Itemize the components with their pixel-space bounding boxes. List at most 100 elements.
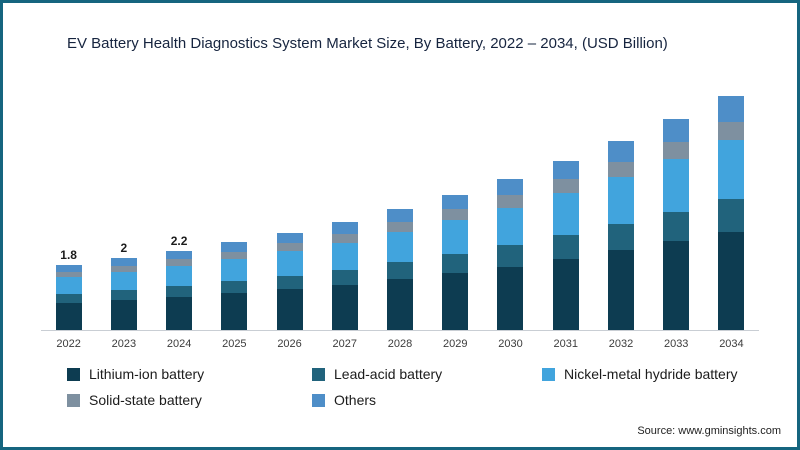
legend-item-nickel-metal-hydride-battery: Nickel-metal hydride battery xyxy=(542,366,777,382)
bar-segment-lead-acid-battery xyxy=(663,211,690,242)
bar-stack xyxy=(221,241,248,330)
bar-segment-nickel-metal-hydride-battery xyxy=(552,192,579,236)
bar-segment-nickel-metal-hydride-battery xyxy=(663,159,690,212)
bar-total-label: 2.2 xyxy=(170,233,188,248)
bar-segment-solid-state-battery xyxy=(166,259,193,266)
bar-segment-solid-state-battery xyxy=(110,265,137,272)
legend-item-solid-state-battery: Solid-state battery xyxy=(67,392,312,408)
bar-segment-lead-acid-battery xyxy=(166,285,193,297)
x-axis-label: 2027 xyxy=(332,338,358,350)
bar-column xyxy=(483,78,538,330)
bar-segment-lithium-ion-battery xyxy=(718,231,745,330)
bar-stack xyxy=(552,160,579,330)
bar-segment-others xyxy=(552,160,579,180)
bar-stack xyxy=(497,178,524,330)
bar-segment-nickel-metal-hydride-battery xyxy=(387,232,414,263)
bar-segment-lithium-ion-battery xyxy=(663,241,690,330)
bar-segment-lead-acid-battery xyxy=(497,245,524,267)
bar-segment-solid-state-battery xyxy=(221,251,248,259)
bar-column: 2.2 xyxy=(151,78,206,330)
bar-segment-lithium-ion-battery xyxy=(331,284,358,330)
bar-segment-solid-state-battery xyxy=(497,195,524,208)
x-axis-label: 2031 xyxy=(553,338,578,350)
x-axis-label: 2023 xyxy=(111,338,137,350)
x-axis-label: 2022 xyxy=(56,338,81,350)
x-axis-label: 2033 xyxy=(663,338,689,350)
legend-label: Nickel-metal hydride battery xyxy=(564,366,738,382)
bar-segment-lithium-ion-battery xyxy=(276,289,303,330)
x-axis-label: 2029 xyxy=(443,338,468,350)
bar-segment-lithium-ion-battery xyxy=(221,292,248,330)
legend-swatch xyxy=(542,367,555,381)
bar-column: 2 xyxy=(96,78,151,330)
bar-segment-lead-acid-battery xyxy=(276,275,303,290)
legend-swatch xyxy=(312,367,325,381)
bar-segment-nickel-metal-hydride-battery xyxy=(442,220,469,255)
legend-swatch xyxy=(312,393,325,407)
bar-segment-lithium-ion-battery xyxy=(55,302,82,330)
legend-label: Solid-state battery xyxy=(89,392,202,408)
bar-column xyxy=(538,78,593,330)
bar-stack xyxy=(166,250,193,330)
x-axis-label: 2028 xyxy=(387,338,413,350)
bar-segment-nickel-metal-hydride-battery xyxy=(221,258,248,281)
bar-segment-lead-acid-battery xyxy=(110,289,137,300)
bar-segment-lead-acid-battery xyxy=(442,254,469,274)
bar-total-label: 1.8 xyxy=(60,248,77,263)
legend-item-lead-acid-battery: Lead-acid battery xyxy=(312,366,542,382)
bar-stack xyxy=(55,265,82,330)
bar-segment-nickel-metal-hydride-battery xyxy=(166,265,193,286)
bar-segment-lead-acid-battery xyxy=(718,198,745,232)
bar-stack xyxy=(663,119,690,330)
bar-stack xyxy=(718,95,745,330)
bar-segment-nickel-metal-hydride-battery xyxy=(607,176,634,224)
bar-segment-lithium-ion-battery xyxy=(166,296,193,330)
bar-segment-nickel-metal-hydride-battery xyxy=(331,242,358,270)
bar-segment-nickel-metal-hydride-battery xyxy=(110,271,137,290)
bar-column: 1.8 xyxy=(41,78,96,330)
x-axis-label: 2026 xyxy=(277,338,302,350)
bar-segment-lead-acid-battery xyxy=(55,293,82,303)
bar-segment-lithium-ion-battery xyxy=(387,279,414,330)
bar-segment-others xyxy=(387,209,414,223)
bar-segment-solid-state-battery xyxy=(387,222,414,233)
legend-label: Lithium-ion battery xyxy=(89,366,205,382)
bar-column xyxy=(262,78,317,330)
bar-segment-lithium-ion-battery xyxy=(442,273,469,330)
bar-stack xyxy=(607,141,634,330)
legend-item-lithium-ion-battery: Lithium-ion battery xyxy=(67,366,312,382)
chart-area: 1.8 2 2.2 2022 2023 2024 2025 2026 2027 2028 2029… xyxy=(41,78,759,350)
legend-label: Others xyxy=(334,392,377,408)
bar-segment-lead-acid-battery xyxy=(607,223,634,251)
bar-segment-solid-state-battery xyxy=(442,209,469,221)
bar-segment-solid-state-battery xyxy=(718,121,745,141)
bar-column xyxy=(649,78,704,330)
bar-segment-lithium-ion-battery xyxy=(552,259,579,330)
bar-segment-others xyxy=(110,258,137,266)
bar-segment-others xyxy=(663,119,690,143)
bar-segment-others xyxy=(221,241,248,252)
bar-segment-lead-acid-battery xyxy=(387,262,414,280)
bar-stack xyxy=(331,222,358,330)
chart-title: EV Battery Health Diagnostics System Mar… xyxy=(67,35,668,52)
bar-segment-lead-acid-battery xyxy=(221,280,248,293)
bar-segment-solid-state-battery xyxy=(331,233,358,243)
bar-segment-nickel-metal-hydride-battery xyxy=(497,207,524,246)
x-axis-labels: 2022 2023 2024 2025 2026 2027 2028 2029 2030 2031… xyxy=(41,331,759,350)
bar-segment-nickel-metal-hydride-battery xyxy=(276,251,303,276)
bar-column xyxy=(704,78,759,330)
bar-segment-nickel-metal-hydride-battery xyxy=(55,277,82,294)
legend-label: Lead-acid battery xyxy=(334,366,443,382)
bars: 1.8 2 2.2 xyxy=(41,78,759,331)
bar-segment-lithium-ion-battery xyxy=(497,266,524,330)
bar-segment-nickel-metal-hydride-battery xyxy=(718,140,745,199)
source-text: Source: www.gminsights.com xyxy=(637,425,781,437)
bar-segment-solid-state-battery xyxy=(55,272,82,278)
legend-swatch xyxy=(67,393,80,407)
bar-segment-lithium-ion-battery xyxy=(607,250,634,330)
bar-segment-others xyxy=(331,222,358,234)
bar-segment-others xyxy=(442,195,469,210)
bar-stack xyxy=(276,232,303,330)
bar-segment-solid-state-battery xyxy=(276,243,303,252)
